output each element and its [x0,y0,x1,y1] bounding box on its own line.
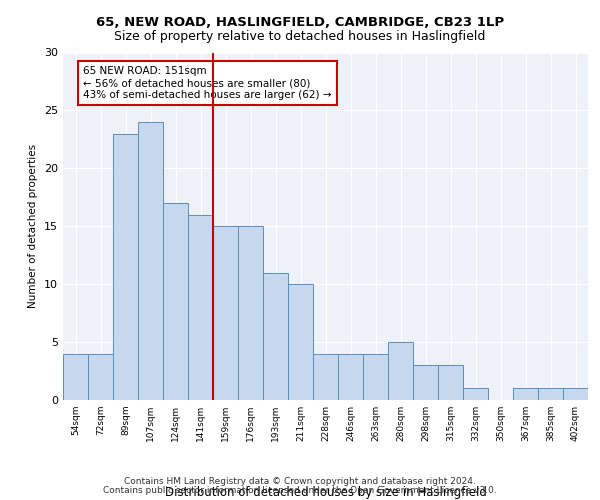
Bar [413,365,438,400]
Bar [88,354,113,400]
Bar [463,388,488,400]
Bar [238,226,263,400]
Bar [338,354,363,400]
Bar [288,284,313,400]
Bar [213,226,238,400]
Bar [363,354,388,400]
Text: Contains HM Land Registry data © Crown copyright and database right 2024.: Contains HM Land Registry data © Crown c… [124,478,476,486]
Bar [263,272,288,400]
Text: 65 NEW ROAD: 151sqm
← 56% of detached houses are smaller (80)
43% of semi-detach: 65 NEW ROAD: 151sqm ← 56% of detached ho… [83,66,331,100]
Bar [313,354,338,400]
Bar [513,388,538,400]
Bar [113,134,138,400]
Text: 65, NEW ROAD, HASLINGFIELD, CAMBRIDGE, CB23 1LP: 65, NEW ROAD, HASLINGFIELD, CAMBRIDGE, C… [96,16,504,29]
X-axis label: Distribution of detached houses by size in Haslingfield: Distribution of detached houses by size … [164,486,487,498]
Bar [138,122,163,400]
Y-axis label: Number of detached properties: Number of detached properties [28,144,38,308]
Bar [438,365,463,400]
Bar [188,214,213,400]
Bar [388,342,413,400]
Text: Contains public sector information licensed under the Open Government Licence v3: Contains public sector information licen… [103,486,497,495]
Text: Size of property relative to detached houses in Haslingfield: Size of property relative to detached ho… [115,30,485,43]
Bar [63,354,88,400]
Bar [538,388,563,400]
Bar [163,203,188,400]
Bar [563,388,588,400]
